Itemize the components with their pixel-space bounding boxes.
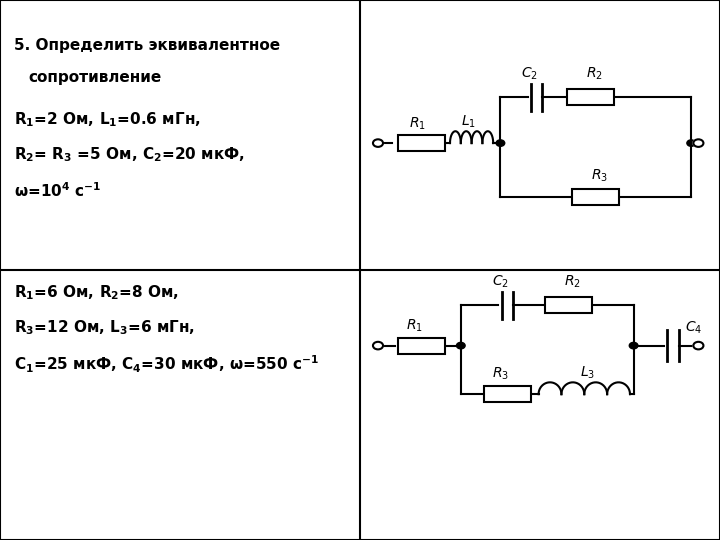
Circle shape bbox=[373, 342, 383, 349]
Text: $C_2$: $C_2$ bbox=[521, 66, 538, 82]
Circle shape bbox=[693, 139, 703, 147]
Circle shape bbox=[693, 342, 703, 349]
Text: $R_2$: $R_2$ bbox=[564, 274, 581, 290]
Circle shape bbox=[687, 140, 696, 146]
Text: $\mathbf{R_3}$=12 Ом, $\mathbf{L_3}$=6 мГн,: $\mathbf{R_3}$=12 Ом, $\mathbf{L_3}$=6 м… bbox=[14, 319, 195, 338]
Text: $R_3$: $R_3$ bbox=[492, 366, 509, 382]
Text: $\mathbf{R_2}$= $\mathbf{R_3}$ =5 Ом, $\mathbf{C_2}$=20 мкФ,: $\mathbf{R_2}$= $\mathbf{R_3}$ =5 Ом, $\… bbox=[14, 146, 246, 165]
Bar bbox=[567, 89, 614, 105]
Text: $R_2$: $R_2$ bbox=[585, 66, 603, 82]
Text: $\mathbf{R_1}$=2 Ом, $\mathbf{L_1}$=0.6 мГн,: $\mathbf{R_1}$=2 Ом, $\mathbf{L_1}$=0.6 … bbox=[14, 111, 201, 130]
Text: $R_1$: $R_1$ bbox=[409, 116, 426, 132]
Bar bbox=[484, 386, 531, 402]
Circle shape bbox=[373, 139, 383, 147]
Text: $\mathbf{C_1}$=25 мкФ, $\mathbf{C_4}$=30 мкФ, $\mathbf{\omega}$=550 с$\mathbf{^{: $\mathbf{C_1}$=25 мкФ, $\mathbf{C_4}$=30… bbox=[14, 354, 320, 375]
Bar bbox=[546, 297, 593, 313]
Text: $\mathbf{\omega}$=10$\mathbf{^4}$ с$\mathbf{^{-1}}$: $\mathbf{\omega}$=10$\mathbf{^4}$ с$\mat… bbox=[14, 181, 102, 200]
Text: $L_1$: $L_1$ bbox=[461, 113, 475, 130]
Text: $C_4$: $C_4$ bbox=[685, 320, 702, 336]
Circle shape bbox=[456, 342, 465, 349]
Text: 5. Определить эквивалентное: 5. Определить эквивалентное bbox=[14, 38, 281, 53]
Circle shape bbox=[629, 342, 638, 349]
Bar bbox=[572, 189, 619, 205]
Text: $\mathbf{R_1}$=6 Ом, $\mathbf{R_2}$=8 Ом,: $\mathbf{R_1}$=6 Ом, $\mathbf{R_2}$=8 Ом… bbox=[14, 284, 179, 302]
Text: $R_3$: $R_3$ bbox=[591, 167, 608, 184]
Text: $L_3$: $L_3$ bbox=[580, 364, 595, 381]
Text: $C_2$: $C_2$ bbox=[492, 274, 509, 290]
Circle shape bbox=[496, 140, 505, 146]
Bar bbox=[397, 338, 444, 354]
Text: $R_1$: $R_1$ bbox=[405, 318, 423, 334]
Text: сопротивление: сопротивление bbox=[29, 70, 162, 85]
Bar bbox=[397, 135, 444, 151]
